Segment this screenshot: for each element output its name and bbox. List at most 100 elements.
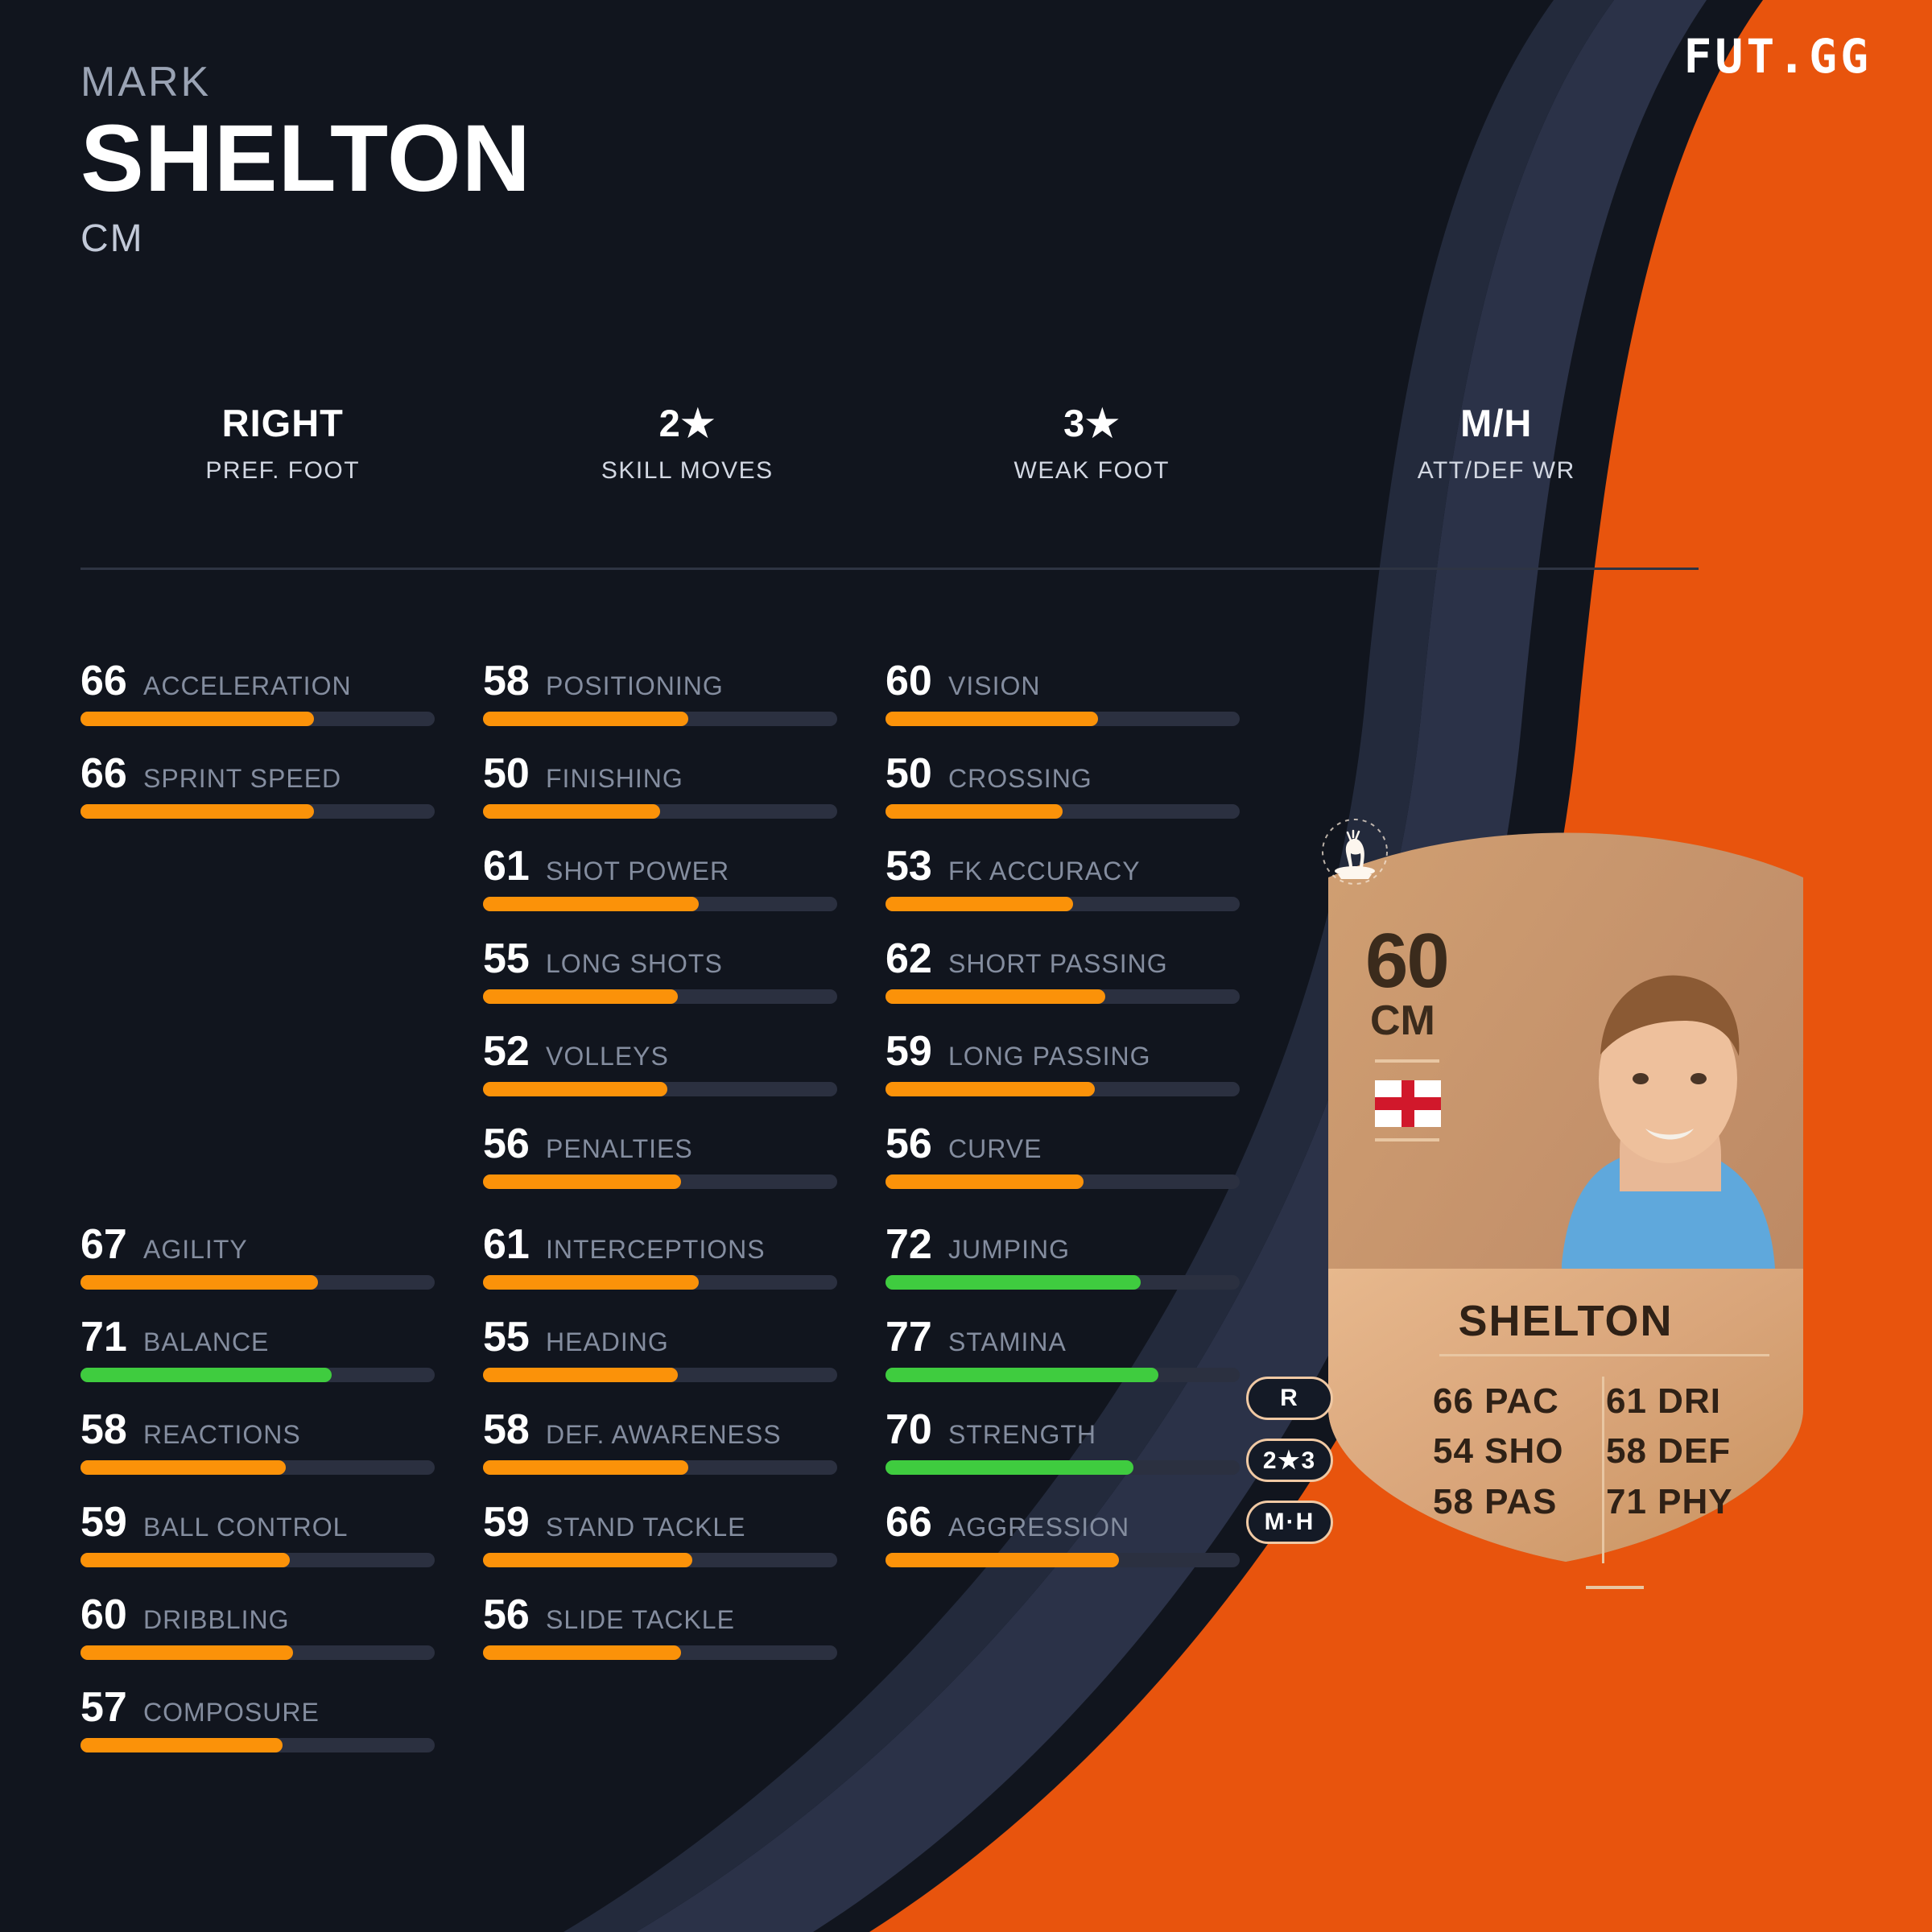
- meta-value: 3★: [1063, 402, 1121, 444]
- card-pill: R: [1246, 1377, 1333, 1420]
- stat-bar-fill: [886, 804, 1063, 819]
- stat-bar-fill: [886, 1275, 1141, 1290]
- stat-value: 58: [483, 1406, 530, 1453]
- card-pill: M·H: [1246, 1501, 1333, 1544]
- stat-bar-track: [483, 1460, 837, 1475]
- stat-item: 56 SLIDE TACKLE: [483, 1594, 853, 1660]
- stat-value: 70: [886, 1406, 932, 1453]
- stat-label: ACCELERATION: [143, 671, 352, 700]
- stat-value: 59: [886, 1028, 932, 1075]
- card-divider-mid: [1375, 1138, 1439, 1141]
- stat-item: 72 JUMPING: [886, 1224, 1256, 1290]
- stat-item: 59 BALL CONTROL: [80, 1501, 451, 1567]
- stat-bar-track: [80, 712, 435, 726]
- stat-value: 66: [80, 750, 127, 797]
- stat-item: 66 ACCELERATION: [80, 660, 451, 726]
- stat-label: PENALTIES: [546, 1134, 693, 1163]
- stat-value: 60: [80, 1591, 127, 1638]
- stat-item: 61 SHOT POWER: [483, 845, 853, 911]
- stat-item: 77 STAMINA: [886, 1316, 1256, 1382]
- stat-value: 72: [886, 1221, 932, 1268]
- stat-bar-fill: [886, 1460, 1133, 1475]
- stat-bar-fill: [886, 897, 1074, 911]
- stat-value: 60: [886, 658, 932, 704]
- card-pill: 2★3: [1246, 1439, 1333, 1482]
- player-card[interactable]: 60 CM SHELTON 66 PAC 54 SHO 58 PAS 61 DRI 5…: [1320, 813, 1811, 1589]
- stat-item: 53 FK ACCURACY: [886, 845, 1256, 911]
- stat-bar-fill: [483, 1553, 692, 1567]
- stat-label: JUMPING: [948, 1235, 1070, 1264]
- stat-label: DRIBBLING: [143, 1605, 290, 1634]
- stat-bar-fill: [483, 1368, 678, 1382]
- stat-value: 61: [483, 843, 530, 890]
- stat-bar-fill: [483, 1460, 689, 1475]
- hartlepool-united-crest-icon: [1322, 819, 1388, 885]
- meta-value: 2★: [658, 402, 716, 444]
- stat-value: 66: [80, 658, 127, 704]
- stat-group-dribbling: 67 AGILITY 71 BALANCE 58 REACTIONS 59 BALL CONT…: [80, 1224, 451, 1779]
- card-shape: [1328, 832, 1803, 1562]
- stat-bar-track: [886, 1368, 1240, 1382]
- stat-bar-track: [80, 1275, 435, 1290]
- stat-bar-track: [886, 1460, 1240, 1475]
- stat-bar-fill: [80, 804, 315, 819]
- card-bottom-rule: [1586, 1586, 1644, 1589]
- stat-value: 62: [886, 935, 932, 982]
- england-flag-icon: [1375, 1080, 1441, 1127]
- stat-label: HEADING: [546, 1327, 669, 1356]
- stat-item: 58 REACTIONS: [80, 1409, 451, 1475]
- stat-bar-track: [886, 1275, 1240, 1290]
- stat-label: REACTIONS: [143, 1420, 301, 1449]
- stat-item: 58 DEF. AWARENESS: [483, 1409, 853, 1475]
- stat-bar-track: [886, 989, 1240, 1004]
- stat-bar-fill: [80, 1460, 287, 1475]
- stat-item: 56 CURVE: [886, 1123, 1256, 1189]
- stat-group-physical: 72 JUMPING 77 STAMINA 70 STRENGTH 66 AGGRESSION: [886, 1224, 1256, 1594]
- meta-label: ATT/DEF WR: [1417, 456, 1575, 484]
- stat-bar-track: [886, 897, 1240, 911]
- stat-item: 57 COMPOSURE: [80, 1686, 451, 1752]
- stat-item: 62 SHORT PASSING: [886, 938, 1256, 1004]
- stat-label: BALL CONTROL: [143, 1513, 349, 1542]
- stat-label: AGILITY: [143, 1235, 248, 1264]
- stat-bar-fill: [483, 897, 700, 911]
- stat-bar-track: [886, 712, 1240, 726]
- stat-value: 59: [80, 1499, 127, 1546]
- stat-label: INTERCEPTIONS: [546, 1235, 766, 1264]
- meta-label: SKILL MOVES: [601, 456, 774, 484]
- stat-item: 55 HEADING: [483, 1316, 853, 1382]
- card-position: CM: [1370, 997, 1435, 1044]
- stat-bar-fill: [886, 1082, 1095, 1096]
- stat-bar-track: [483, 804, 837, 819]
- card-divider-top: [1375, 1059, 1439, 1063]
- meta-cell-1: 2★ SKILL MOVES: [485, 402, 890, 485]
- stat-item: 59 LONG PASSING: [886, 1030, 1256, 1096]
- card-stat-row: 58 DEF: [1606, 1431, 1732, 1472]
- stat-bar-track: [483, 1275, 837, 1290]
- card-stats-left: 66 PAC 54 SHO 58 PAS: [1433, 1377, 1606, 1527]
- stat-label: STAMINA: [948, 1327, 1067, 1356]
- stat-bar-track: [886, 1174, 1240, 1189]
- stat-bar-track: [483, 989, 837, 1004]
- stat-value: 56: [886, 1121, 932, 1167]
- card-stat-row: 66 PAC: [1433, 1381, 1559, 1421]
- stat-bar-fill: [80, 1368, 332, 1382]
- stat-item: 59 STAND TACKLE: [483, 1501, 853, 1567]
- stat-bar-track: [80, 1553, 435, 1567]
- meta-cell-2: 3★ WEAK FOOT: [890, 402, 1294, 485]
- stat-value: 53: [886, 843, 932, 890]
- meta-divider: [80, 568, 1699, 570]
- stat-value: 67: [80, 1221, 127, 1268]
- stat-bar-track: [80, 1645, 435, 1660]
- stat-value: 55: [483, 1314, 530, 1360]
- stat-bar-fill: [886, 712, 1098, 726]
- stat-label: LONG PASSING: [948, 1042, 1151, 1071]
- stat-bar-track: [80, 1738, 435, 1752]
- player-position: CM: [80, 217, 144, 261]
- stat-bar-track: [886, 804, 1240, 819]
- stat-item: 60 VISION: [886, 660, 1256, 726]
- card-stat-row: 71 PHY: [1606, 1481, 1733, 1521]
- meta-label: PREF. FOOT: [205, 456, 361, 484]
- stat-bar-fill: [483, 1645, 682, 1660]
- stat-label: LONG SHOTS: [546, 949, 723, 978]
